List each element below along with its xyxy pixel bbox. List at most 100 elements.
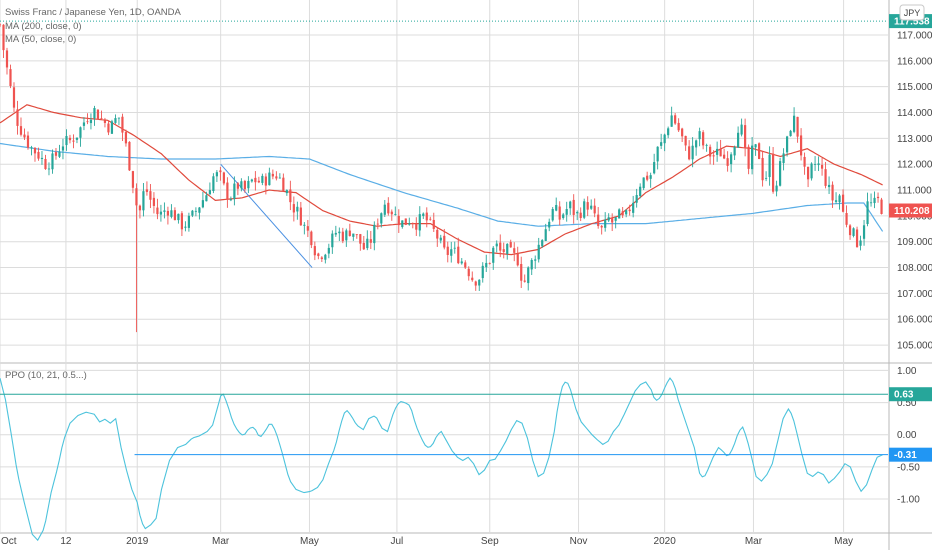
candle-body	[180, 213, 184, 230]
candle-body	[695, 140, 698, 148]
candle-body	[485, 262, 488, 268]
candle-body	[422, 213, 425, 217]
candle-body	[40, 157, 44, 159]
candle-body	[408, 223, 411, 225]
candle-body	[345, 230, 348, 241]
candle-body	[250, 179, 253, 182]
candle-body	[674, 115, 677, 124]
currency-badge[interactable]: JPY	[899, 4, 925, 21]
candle-body	[593, 205, 596, 214]
candle-body	[443, 235, 446, 248]
candle-body	[747, 146, 750, 169]
ppo-tag-upper-label: 0.63	[894, 390, 914, 401]
candle-body	[51, 153, 54, 170]
candle-body	[264, 176, 267, 186]
candle-body	[492, 247, 495, 263]
candle-body	[2, 24, 5, 51]
candle-body	[285, 190, 288, 194]
candle-body	[124, 132, 128, 144]
candle-body	[467, 268, 470, 277]
candle-body	[810, 163, 813, 179]
ppo-tag-lower-label: -0.31	[894, 450, 917, 461]
candle-body	[75, 137, 79, 140]
time-tick-label: Jul	[391, 536, 404, 547]
time-tick-label: May	[834, 536, 853, 547]
candle-body	[758, 143, 761, 160]
candle-body	[527, 267, 530, 284]
candle-body	[621, 211, 624, 216]
candle-body	[817, 163, 820, 166]
candle-body	[450, 249, 453, 256]
candle-body	[446, 246, 449, 255]
candle-body	[502, 249, 505, 252]
candle-body	[544, 229, 547, 242]
candle-body	[156, 207, 159, 215]
candle-body	[667, 128, 670, 136]
time-tick-label: Mar	[745, 536, 763, 547]
candle-body	[855, 229, 859, 248]
candle-body	[827, 184, 831, 188]
candle-body	[880, 199, 883, 214]
candle-body	[205, 195, 208, 202]
ma50-line	[0, 104, 883, 256]
candle-body	[177, 213, 180, 221]
candle-body	[586, 202, 589, 210]
candle-body	[194, 210, 197, 212]
candle-body	[19, 126, 23, 135]
candle-body	[170, 210, 173, 217]
candle-body	[457, 246, 460, 264]
candle-body	[432, 219, 435, 229]
candle-body	[61, 146, 65, 151]
candle-body	[261, 175, 264, 183]
candle-body	[82, 122, 86, 126]
ppo-tick-label: 0.50	[897, 398, 917, 409]
candle-body	[93, 108, 96, 119]
legend-ma50: MA (50, close, 0)	[5, 34, 76, 45]
candle-body	[149, 191, 152, 200]
candle-body	[513, 248, 516, 253]
candle-body	[730, 154, 733, 165]
time-tick-label: May	[300, 536, 319, 547]
candle-body	[173, 210, 177, 221]
candle-body	[100, 118, 103, 119]
candle-body	[16, 109, 19, 126]
candle-body	[737, 132, 740, 148]
candle-body	[282, 177, 285, 192]
candle-body	[138, 205, 142, 211]
candle-body	[548, 221, 551, 228]
candle-body	[397, 215, 400, 226]
candle-body	[257, 180, 260, 183]
candle-body	[677, 122, 680, 131]
candle-body	[359, 234, 362, 244]
candle-body	[558, 206, 561, 220]
time-tick-label: 2020	[654, 536, 677, 547]
candle-body	[0, 24, 2, 26]
candle-body	[79, 127, 82, 138]
ppo-tag-lower-box	[889, 447, 932, 462]
candle-body	[320, 257, 323, 260]
candle-body	[565, 209, 568, 215]
candle-body	[761, 157, 764, 181]
candle-body	[824, 169, 827, 186]
candle-body	[338, 231, 341, 234]
price-tick-label: 115.000	[897, 82, 932, 93]
candle-body	[299, 207, 302, 226]
candle-body	[348, 230, 351, 236]
candle-body	[453, 247, 456, 249]
candle-body	[831, 184, 834, 201]
candle-body	[744, 125, 747, 149]
candle-body	[803, 156, 806, 167]
candle-body	[362, 242, 365, 250]
candle-body	[719, 148, 722, 157]
time-tick-label: 2019	[126, 536, 149, 547]
ma200-line	[0, 142, 884, 232]
candle-body	[474, 281, 477, 286]
candle-body	[639, 186, 642, 197]
candle-body	[838, 195, 841, 203]
candle-body	[478, 279, 481, 286]
candle-body	[509, 242, 512, 248]
candle-body	[712, 155, 715, 157]
candle-body	[366, 238, 369, 249]
